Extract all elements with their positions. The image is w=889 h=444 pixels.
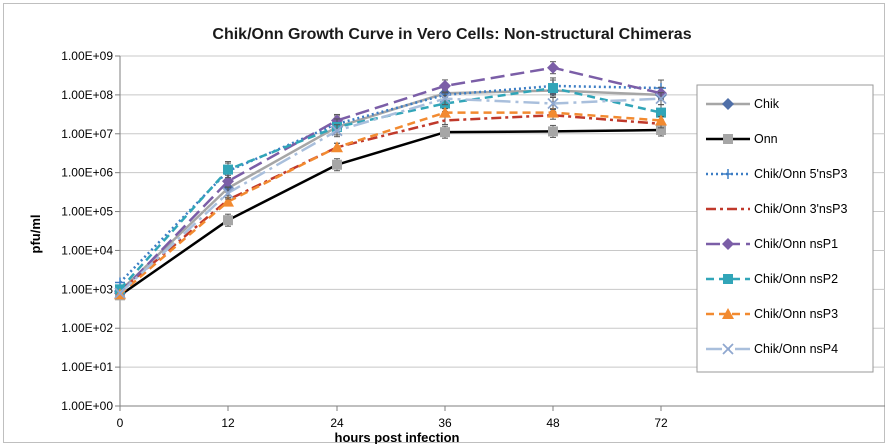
legend-item: Chik/Onn nsP2: [706, 272, 838, 286]
data-point: [439, 106, 451, 118]
legend-label: Chik/Onn nsP2: [754, 272, 838, 286]
data-point: [331, 125, 343, 137]
x-mark: [114, 287, 126, 299]
data-point: [439, 93, 451, 105]
series-line: [119, 89, 662, 293]
data-point: [548, 83, 558, 94]
x-mark: [722, 343, 734, 355]
legend-item: Chik/Onn nsP1: [706, 237, 838, 251]
x-axis-title: hours post infection: [335, 430, 460, 444]
series-line: [119, 86, 662, 291]
y-tick-label: 1.00E+03: [61, 282, 113, 296]
series-line: [119, 97, 662, 295]
data-point: [547, 106, 559, 118]
legend-item: Chik/Onn 3'nsP3: [706, 202, 847, 216]
legend: Chik Onn Chik/Onn 5'nsP3 Chik/Onn 3'nsP3 Chi…: [696, 84, 874, 373]
chart-title: Chik/Onn Growth Curve in Vero Cells: Non…: [212, 26, 691, 43]
series-chik-onn-3-nsp3: [119, 110, 664, 293]
data-point: [439, 79, 451, 92]
legend-label: Chik/Onn nsP3: [754, 307, 838, 321]
data-point: [223, 215, 233, 226]
data-point: [723, 134, 733, 144]
legend-label: Chik/Onn 3'nsP3: [754, 202, 847, 216]
series-chik-onn-nsp1: [114, 61, 667, 300]
series-line: [119, 66, 662, 294]
legend-label: Chik/Onn nsP1: [754, 237, 838, 251]
y-axis-title: pfu/ml: [28, 215, 43, 254]
data-point: [722, 98, 734, 110]
data-point: [440, 127, 450, 138]
legend-label: Chik/Onn 5'nsP3: [754, 167, 847, 181]
x-tick-label: 36: [438, 416, 452, 430]
data-point: [722, 308, 734, 319]
data-point: [656, 107, 666, 118]
data-point: [222, 175, 234, 188]
legend-label: Onn: [754, 132, 778, 146]
y-tick-label: 1.00E+08: [61, 88, 113, 102]
x-mark: [331, 125, 343, 137]
data-point: [548, 126, 558, 137]
y-tick-label: 1.00E+06: [61, 166, 113, 180]
legend-item: Chik/Onn 5'nsP3: [706, 167, 847, 181]
x-tick-label: 72: [654, 416, 668, 430]
data-point: [332, 159, 342, 170]
legend-label: Chik/Onn nsP4: [754, 342, 838, 356]
legend-box: [696, 84, 874, 373]
series-line: [119, 128, 662, 297]
series-layer: [114, 61, 667, 301]
legend-item: Chik/Onn nsP4: [706, 342, 838, 356]
x-mark: [655, 93, 667, 105]
y-tick-label: 1.00E+05: [61, 205, 113, 219]
y-tick-label: 1.00E+04: [61, 243, 113, 257]
x-tick-label: 24: [330, 416, 344, 430]
y-tick-label: 1.00E+07: [61, 127, 113, 141]
data-point: [331, 141, 343, 153]
data-point: [547, 61, 559, 74]
data-point: [114, 287, 126, 299]
legend-item: Chik: [706, 97, 780, 111]
series-line: [119, 113, 662, 293]
legend-item: Onn: [706, 132, 778, 146]
data-point: [656, 125, 666, 136]
data-point: [722, 343, 734, 355]
data-point: [547, 97, 559, 110]
data-point: [223, 164, 233, 175]
data-point: [723, 274, 733, 284]
data-point: [723, 169, 733, 179]
data-point: [722, 238, 734, 250]
data-point: [655, 114, 667, 126]
x-mark: [439, 93, 451, 105]
y-tick-label: 1.00E+09: [61, 49, 113, 63]
y-tick-label: 1.00E+00: [61, 399, 113, 413]
x-tick-labels: 0 12 24 36 48 72: [117, 416, 668, 430]
x-mark: [222, 187, 234, 199]
x-tick-label: 0: [117, 416, 124, 430]
y-tick-label: 1.00E+02: [61, 321, 113, 335]
data-point: [222, 195, 234, 207]
legend-item: Chik/Onn nsP3: [706, 307, 838, 321]
y-tick-label: 1.00E+01: [61, 360, 113, 374]
series-chik-onn-nsp2: [115, 79, 666, 295]
x-tick-label: 48: [546, 416, 560, 430]
legend-label: Chik: [754, 97, 780, 111]
series-chik-onn-nsp4: [114, 92, 667, 299]
data-point: [655, 93, 667, 105]
data-point: [222, 187, 234, 199]
series-line: [119, 111, 662, 296]
x-mark: [547, 97, 559, 110]
x-tick-label: 12: [221, 416, 235, 430]
y-tick-labels: 1.00E+00 1.00E+01 1.00E+02 1.00E+03 1.00E+04…: [61, 49, 113, 413]
